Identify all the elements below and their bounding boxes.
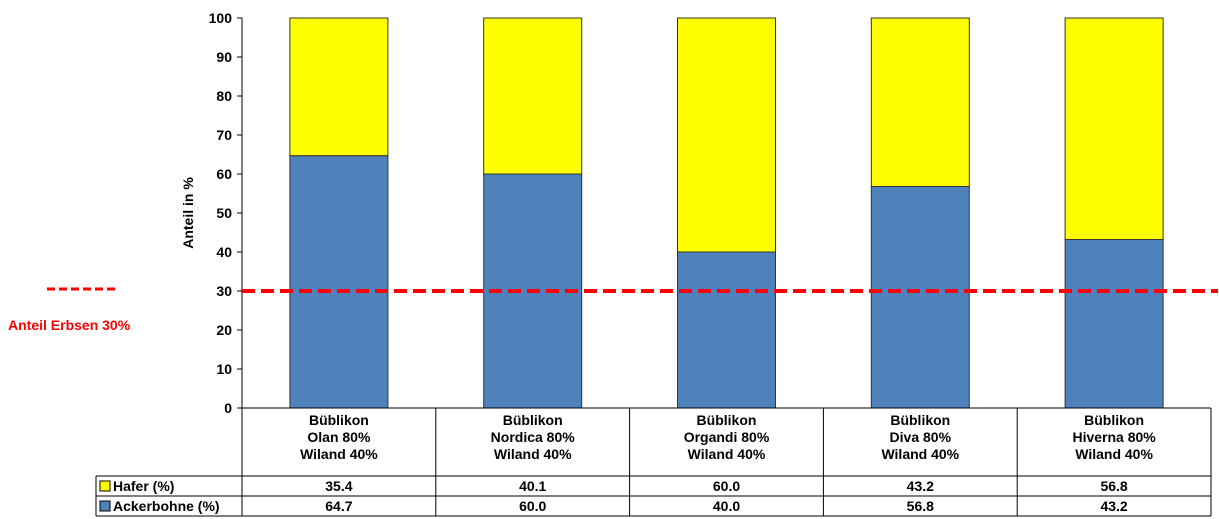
y-tick-label: 100 (209, 10, 233, 26)
bar-hafer-2 (483, 17, 583, 175)
y-axis-label: Anteil in % (180, 177, 196, 249)
table-cell-value: 60.0 (713, 478, 740, 494)
y-tick-label: 30 (216, 283, 232, 299)
table-cell-value: 56.8 (1100, 478, 1127, 494)
table-cell-value: 35.4 (325, 478, 352, 494)
category-label: Wiland 40% (1075, 446, 1153, 462)
category-label: Büblikon (890, 412, 950, 428)
category-label: Wiland 40% (688, 446, 766, 462)
y-tick-label: 50 (216, 205, 232, 221)
y-tick-label: 20 (216, 322, 232, 338)
y-tick-label: 90 (216, 49, 232, 65)
category-label: Olan 80% (307, 429, 371, 445)
category-label: Diva 80% (890, 429, 952, 445)
table-cell-value: 43.2 (907, 478, 934, 494)
y-tick-label: 10 (216, 361, 232, 377)
table-cell-value: 40.0 (713, 498, 740, 514)
bar-hafer-1 (289, 17, 389, 157)
category-label: Hiverna 80% (1072, 429, 1156, 445)
legend-key (99, 480, 111, 492)
legend-key (99, 500, 111, 512)
y-tick-label: 0 (224, 400, 232, 416)
y-tick-label: 40 (216, 244, 232, 260)
reference-line-label: Anteil Erbsen 30% (8, 317, 131, 333)
category-label: Büblikon (309, 412, 369, 428)
table-cell-value: 40.1 (519, 478, 546, 494)
table-cell-value: 43.2 (1100, 498, 1127, 514)
category-label: Wiland 40% (300, 446, 378, 462)
category-label: Wiland 40% (494, 446, 572, 462)
bar-ackerbohne-3 (677, 251, 776, 409)
legend-label: Hafer (%) (113, 478, 174, 494)
bar-ackerbohne-4 (870, 185, 970, 409)
table-cell-value: 56.8 (907, 498, 934, 514)
bar-ackerbohne-1 (289, 155, 389, 409)
category-label: Büblikon (697, 412, 757, 428)
bar-hafer-4 (870, 17, 970, 187)
bar-hafer-3 (677, 17, 776, 253)
category-label: Nordica 80% (491, 429, 576, 445)
table-cell-value: 64.7 (325, 498, 352, 514)
y-tick-label: 80 (216, 88, 232, 104)
legend-label: Ackerbohne (%) (113, 498, 220, 514)
category-label: Büblikon (503, 412, 563, 428)
y-tick-label: 70 (216, 127, 232, 143)
table-cell-value: 60.0 (519, 498, 546, 514)
y-tick-label: 60 (216, 166, 232, 182)
category-label: Wiland 40% (881, 446, 959, 462)
category-label: Organdi 80% (684, 429, 770, 445)
bar-ackerbohne-5 (1064, 239, 1164, 409)
bar-hafer-5 (1064, 17, 1164, 241)
category-label: Büblikon (1084, 412, 1144, 428)
